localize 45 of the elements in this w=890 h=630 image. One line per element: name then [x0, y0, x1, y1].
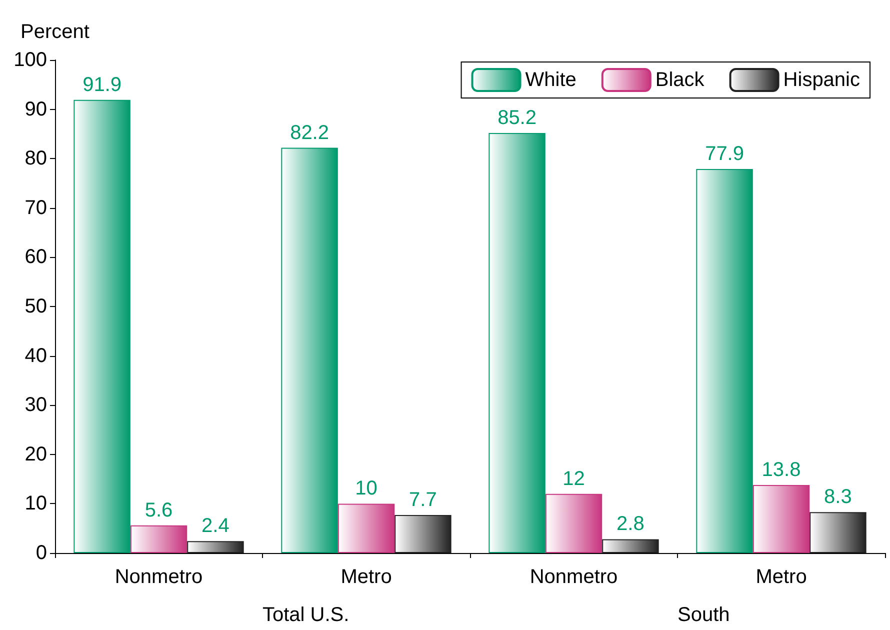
- data-label: 2.4: [202, 515, 230, 538]
- y-tick-label: 30: [24, 394, 47, 416]
- y-tick-label: 40: [24, 344, 47, 367]
- x-tick-label: Nonmetro: [530, 566, 618, 588]
- bar: [74, 100, 130, 553]
- y-tick-label: 90: [24, 98, 47, 120]
- text: South: [678, 604, 730, 626]
- y-tick-label: 70: [24, 196, 47, 219]
- y-tick-label: 0: [36, 542, 47, 564]
- data-label: 85.2: [498, 106, 536, 129]
- bar: [338, 504, 395, 553]
- data-label: 7.7: [409, 489, 437, 512]
- bar: [281, 148, 338, 553]
- y-tick-label: 60: [24, 246, 47, 268]
- data-label: 10: [355, 478, 378, 500]
- y-axis-title: Percent: [20, 21, 90, 43]
- data-label: 82.2: [290, 122, 329, 144]
- x-tick-label: Metro: [756, 566, 807, 588]
- bar: [602, 539, 659, 553]
- data-label: 77.9: [705, 142, 744, 165]
- bar: [488, 132, 546, 553]
- legend-label: Black: [655, 69, 706, 91]
- data-label: 91.9: [82, 74, 122, 96]
- bar: [752, 484, 810, 553]
- text: Total U.S.: [262, 604, 350, 626]
- bar: [545, 494, 602, 553]
- bar: [187, 541, 244, 553]
- bar: [394, 515, 452, 553]
- bar: [696, 168, 753, 553]
- y-tick-label: 10: [24, 492, 47, 515]
- data-label: 12: [562, 468, 585, 490]
- legend-label: White: [525, 69, 576, 91]
- data-label: 13.8: [762, 458, 801, 481]
- data-label: 2.8: [616, 513, 644, 536]
- x-tick-label: Metro: [340, 566, 392, 588]
- legend-label: Hispanic: [783, 69, 860, 91]
- y-tick-label: 20: [24, 443, 47, 466]
- data-label: 5.6: [144, 499, 173, 522]
- y-tick-label: 100: [14, 49, 47, 71]
- y-tick-label: 80: [24, 148, 47, 170]
- data-label: 8.3: [824, 486, 852, 508]
- x-tick-label: Nonmetro: [114, 566, 203, 588]
- y-tick-label: 50: [24, 296, 47, 318]
- bar: [810, 512, 866, 553]
- bar: [130, 525, 188, 553]
